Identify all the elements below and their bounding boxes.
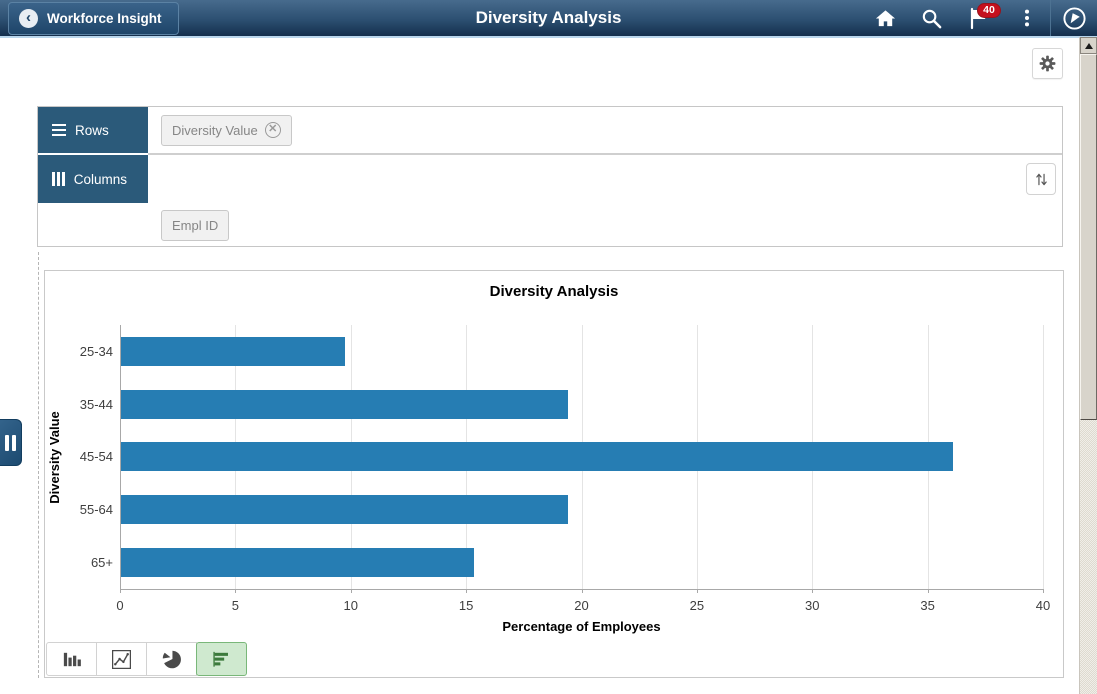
expand-side-panel-handle[interactable] [0,419,22,466]
rows-section: Rows Diversity Value ✕ [38,107,1062,153]
chip-label: Diversity Value [172,122,258,138]
gear-icon [1039,55,1056,72]
field-chip-empl-id[interactable]: Empl ID [161,210,230,241]
horizontal-bar-chart-icon [213,651,228,667]
line-chart-icon [112,649,131,669]
rows-label: Rows [75,122,109,138]
x-tick-label: 25 [689,598,705,613]
navbar-compass-icon [1062,6,1086,30]
chart-bars [121,325,1043,589]
x-axis-title: Percentage of Employees [502,619,661,634]
back-chevron-icon: ‹ [19,9,38,28]
bar-row [121,325,1043,378]
sort-arrows-icon [1035,173,1047,185]
sort-button[interactable] [1026,163,1056,195]
bar-55-64[interactable] [121,495,569,525]
columns-section: Columns [38,155,1062,203]
chart-title: Diversity Analysis [489,283,619,300]
actions-menu-button[interactable] [1004,0,1050,36]
y-axis-title: Diversity Value [46,410,62,504]
bar-row [121,378,1043,431]
header-underline [0,36,1097,38]
scrollbar-thumb[interactable] [1080,54,1097,420]
y-category-label: 25-34 [79,343,113,359]
columns-label: Columns [73,171,128,187]
page-scrollbar[interactable] [1079,37,1097,694]
x-axis-tick [696,589,698,593]
up-arrow-icon [1084,42,1093,49]
x-tick-label: 40 [1035,598,1051,613]
notifications-button[interactable]: 40 [954,0,1004,36]
columns-header[interactable]: Columns [38,155,148,203]
remove-chip-icon[interactable]: ✕ [264,122,281,138]
kebab-menu-icon [1024,9,1030,27]
x-tick-label: 0 [116,598,124,613]
y-category-label: 45-54 [79,449,113,465]
bar-25-34[interactable] [121,336,345,366]
home-button[interactable] [862,0,908,36]
x-axis-tick [350,589,352,593]
pivot-config-panel: Rows Diversity Value ✕ Columns Empl ID [37,106,1063,247]
row-chip-diversity-value[interactable]: Diversity Value ✕ [161,114,292,146]
pivot-divider [148,153,1062,155]
y-axis-category-labels: 25-34 35-44 45-54 55-64 65+ [58,325,113,589]
chart-type-toolbar [46,642,247,676]
chip-label: Empl ID [172,218,219,233]
rows-header[interactable]: Rows [38,107,148,153]
x-axis-tick [1043,589,1044,593]
chart-settings-button[interactable] [1032,48,1063,79]
pie-chart-icon [162,650,181,668]
app-header: ‹ Workforce Insight Diversity Analysis [0,0,1097,36]
columns-icon [52,172,65,186]
x-tick-label: 20 [574,598,589,613]
x-axis-tick [235,589,237,593]
chart-type-pie-button[interactable] [146,642,197,676]
chart-type-horizontal-bar-button[interactable] [196,642,247,676]
scrollbar-up-button[interactable] [1080,37,1097,54]
x-axis-tick [120,589,121,593]
y-category-label: 35-44 [79,396,113,412]
rows-icon [52,123,66,137]
x-axis-tick [466,589,468,593]
bar-chart-plot-area: 25-34 35-44 45-54 55-64 65+ 0 5 10 15 20 25 30 35 40… [47,325,1050,634]
y-category-label: 55-64 [79,502,113,518]
x-tick-label: 15 [458,598,474,613]
bar-row [121,536,1043,589]
x-tick-label: 5 [231,598,239,613]
header-icon-bar: 40 [862,0,1097,36]
chart-type-line-button[interactable] [96,642,147,676]
bar-row [121,483,1043,536]
chart-type-vertical-bar-button[interactable] [46,642,97,676]
pause-bars-icon [5,434,9,451]
x-axis-tick [927,589,929,593]
available-fields-section: Empl ID [38,203,1062,248]
back-button-label: Workforce Insight [47,11,162,26]
chart-card: Diversity Analysis 25-34 35-44 45-54 55-64 6… [44,270,1064,678]
x-axis-tick [812,589,814,593]
home-icon [875,9,895,26]
x-axis-tick-labels: 0 5 10 15 20 25 30 35 40 [116,589,1050,613]
bar-65+[interactable] [121,548,474,578]
x-tick-label: 10 [343,598,358,613]
search-icon [922,9,941,28]
vertical-bar-chart-icon [63,652,81,666]
x-tick-label: 35 [920,598,935,613]
back-button[interactable]: ‹ Workforce Insight [8,2,179,35]
navbar-button[interactable] [1050,0,1097,36]
y-axis-line [120,325,121,589]
gridline [1043,325,1044,589]
notification-count-badge: 40 [977,3,1001,18]
bar-45-54[interactable] [121,442,954,472]
x-axis-tick [581,589,583,593]
x-tick-label: 30 [805,598,820,613]
y-category-label: 65+ [90,555,113,571]
bar-row [121,431,1043,484]
search-button[interactable] [908,0,954,36]
bar-35-44[interactable] [121,389,569,419]
panel-drop-indicator [38,252,39,678]
